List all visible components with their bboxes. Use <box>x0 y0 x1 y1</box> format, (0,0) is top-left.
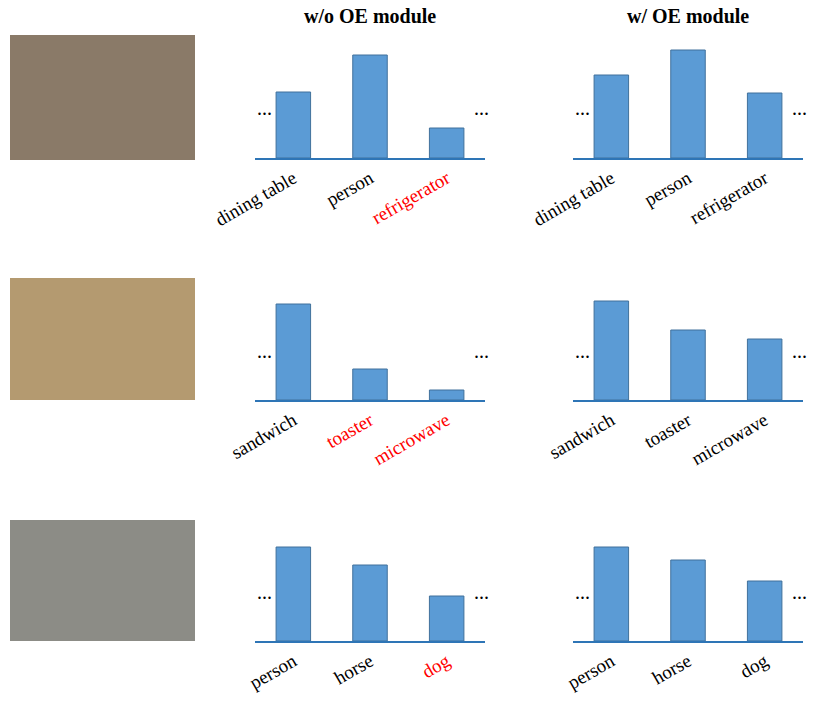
svg-text:dining table: dining table <box>529 167 618 230</box>
svg-text:...: ... <box>257 581 272 603</box>
svg-text:dog: dog <box>736 650 772 683</box>
svg-text:w/o OE module: w/o OE module <box>304 5 436 27</box>
svg-text:...: ... <box>792 340 807 362</box>
svg-text:sandwich: sandwich <box>545 409 618 463</box>
svg-text:...: ... <box>474 97 489 119</box>
svg-text:w/ OE module: w/ OE module <box>627 5 749 27</box>
svg-text:person: person <box>564 650 619 694</box>
svg-text:dining table: dining table <box>211 167 300 230</box>
svg-text:...: ... <box>575 97 590 119</box>
svg-text:toaster: toaster <box>640 408 695 452</box>
svg-text:...: ... <box>257 97 272 119</box>
svg-text:horse: horse <box>649 650 695 689</box>
svg-text:refrigerator: refrigerator <box>686 166 772 228</box>
svg-text:person: person <box>246 650 301 694</box>
svg-text:...: ... <box>575 581 590 603</box>
svg-text:...: ... <box>575 340 590 362</box>
svg-text:microwave: microwave <box>688 409 772 469</box>
svg-text:refrigerator: refrigerator <box>368 166 454 228</box>
svg-text:person: person <box>640 167 695 211</box>
svg-text:...: ... <box>792 97 807 119</box>
svg-text:microwave: microwave <box>370 409 454 469</box>
svg-text:horse: horse <box>331 650 377 689</box>
svg-text:...: ... <box>474 340 489 362</box>
svg-text:...: ... <box>474 581 489 603</box>
svg-text:person: person <box>322 167 377 211</box>
svg-text:dog: dog <box>418 650 454 683</box>
svg-text:...: ... <box>257 340 272 362</box>
svg-text:...: ... <box>792 581 807 603</box>
svg-text:sandwich: sandwich <box>227 409 300 463</box>
svg-text:toaster: toaster <box>322 408 377 452</box>
